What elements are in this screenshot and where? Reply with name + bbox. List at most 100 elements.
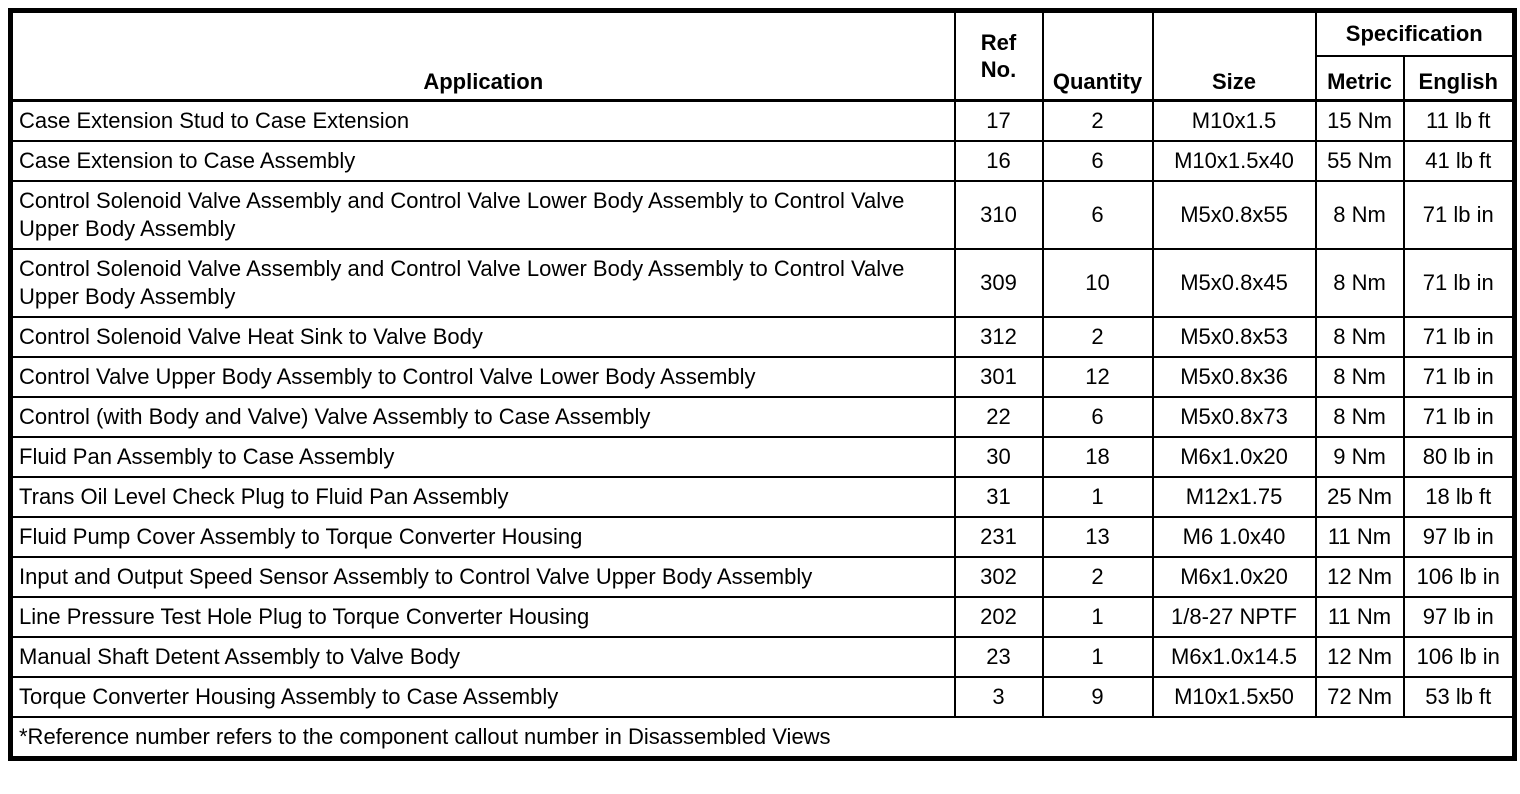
english-cell: 71 lb in [1402,396,1516,438]
ref-no-cell: 16 [953,140,1044,182]
ref-no-cell: 30 [953,436,1044,478]
table-row: Control Solenoid Valve Assembly and Cont… [9,180,1516,250]
column-header-metric: Metric [1314,55,1405,102]
english-cell: 71 lb in [1402,180,1516,250]
quantity-cell: 18 [1041,436,1154,478]
ref-no-cell: 3 [953,676,1044,718]
metric-cell: 72 Nm [1314,676,1405,718]
quantity-cell: 2 [1041,316,1154,358]
table-row: Case Extension to Case Assembly 16 6 M10… [9,140,1516,182]
table-row: Case Extension Stud to Case Extension 17… [9,99,1516,142]
quantity-cell: 2 [1041,99,1154,142]
english-cell: 71 lb in [1402,248,1516,318]
size-cell: M5x0.8x55 [1151,180,1317,250]
quantity-cell: 6 [1041,396,1154,438]
english-cell: 71 lb in [1402,356,1516,398]
metric-cell: 8 Nm [1314,248,1405,318]
ref-no-cell: 231 [953,516,1044,558]
ref-no-cell: 309 [953,248,1044,318]
english-cell: 106 lb in [1402,556,1516,598]
metric-cell: 15 Nm [1314,99,1405,142]
metric-cell: 25 Nm [1314,476,1405,518]
column-header-quantity: Quantity [1041,9,1154,102]
metric-cell: 8 Nm [1314,180,1405,250]
table-row: Line Pressure Test Hole Plug to Torque C… [9,596,1516,638]
english-cell: 97 lb in [1402,516,1516,558]
table-row: Control Solenoid Valve Assembly and Cont… [9,248,1516,318]
quantity-cell: 2 [1041,556,1154,598]
table-row: Control (with Body and Valve) Valve Asse… [9,396,1516,438]
english-cell: 11 lb ft [1402,99,1516,142]
table-row: Control Valve Upper Body Assembly to Con… [9,356,1516,398]
quantity-cell: 6 [1041,140,1154,182]
size-cell: M5x0.8x36 [1151,356,1317,398]
header-row-2: Metric English [11,55,1516,102]
ref-no-cell: 202 [953,596,1044,638]
quantity-cell: 1 [1041,476,1154,518]
metric-cell: 11 Nm [1314,596,1405,638]
english-cell: 18 lb ft [1402,476,1516,518]
size-cell: M10x1.5x50 [1151,676,1317,718]
table-row: Torque Converter Housing Assembly to Cas… [9,676,1516,718]
footnote-text: *Reference number refers to the componen… [9,716,1516,760]
quantity-cell: 6 [1041,180,1154,250]
english-cell: 106 lb in [1402,636,1516,678]
ref-no-cell: 17 [953,99,1044,142]
footnote-row: *Reference number refers to the componen… [9,716,1516,760]
quantity-cell: 13 [1041,516,1154,558]
ref-no-cell: 302 [953,556,1044,598]
english-cell: 41 lb ft [1402,140,1516,182]
ref-no-cell: 312 [953,316,1044,358]
ref-no-cell: 301 [953,356,1044,398]
application-cell: Trans Oil Level Check Plug to Fluid Pan … [9,476,956,518]
table-row: Trans Oil Level Check Plug to Fluid Pan … [9,476,1516,518]
column-header-ref-no: Ref No. [953,9,1044,102]
application-cell: Torque Converter Housing Assembly to Cas… [9,676,956,718]
table-row: Input and Output Speed Sensor Assembly t… [9,556,1516,598]
table-row: Control Solenoid Valve Heat Sink to Valv… [9,316,1516,358]
size-cell: M6x1.0x14.5 [1151,636,1317,678]
ref-no-cell: 23 [953,636,1044,678]
application-cell: Case Extension to Case Assembly [9,140,956,182]
application-cell: Control Valve Upper Body Assembly to Con… [9,356,956,398]
size-cell: M6x1.0x20 [1151,436,1317,478]
metric-cell: 12 Nm [1314,556,1405,598]
metric-cell: 11 Nm [1314,516,1405,558]
ref-no-cell: 310 [953,180,1044,250]
table-row: Fluid Pan Assembly to Case Assembly 30 1… [9,436,1516,478]
application-cell: Input and Output Speed Sensor Assembly t… [9,556,956,598]
size-cell: M6 1.0x40 [1151,516,1317,558]
page: Application Ref No. Quantity Size Specif… [8,8,1518,761]
size-cell: M10x1.5x40 [1151,140,1317,182]
quantity-cell: 1 [1041,636,1154,678]
metric-cell: 8 Nm [1314,356,1405,398]
english-cell: 97 lb in [1402,596,1516,638]
english-cell: 80 lb in [1402,436,1516,478]
size-cell: M12x1.75 [1151,476,1317,518]
ref-no-cell: 31 [953,476,1044,518]
english-cell: 71 lb in [1402,316,1516,358]
metric-cell: 8 Nm [1314,316,1405,358]
table-row: Manual Shaft Detent Assembly to Valve Bo… [9,636,1516,678]
size-cell: M5x0.8x73 [1151,396,1317,438]
metric-cell: 9 Nm [1314,436,1405,478]
size-cell: M10x1.5 [1151,99,1317,142]
quantity-cell: 1 [1041,596,1154,638]
application-cell: Control (with Body and Valve) Valve Asse… [9,396,956,438]
application-cell: Case Extension Stud to Case Extension [9,99,956,142]
fastener-spec-table: Application Ref No. Quantity Size Specif… [8,8,1518,761]
column-header-size: Size [1151,9,1317,102]
metric-cell: 12 Nm [1314,636,1405,678]
metric-cell: 55 Nm [1314,140,1405,182]
column-header-english: English [1402,55,1516,102]
size-cell: 1/8-27 NPTF [1151,596,1317,638]
quantity-cell: 9 [1041,676,1154,718]
table-header: Application Ref No. Quantity Size Specif… [9,9,1516,102]
size-cell: M6x1.0x20 [1151,556,1317,598]
application-cell: Control Solenoid Valve Assembly and Cont… [9,180,956,250]
column-header-specification: Specification [1314,9,1516,57]
quantity-cell: 10 [1041,248,1154,318]
application-cell: Fluid Pump Cover Assembly to Torque Conv… [9,516,956,558]
size-cell: M5x0.8x53 [1151,316,1317,358]
metric-cell: 8 Nm [1314,396,1405,438]
